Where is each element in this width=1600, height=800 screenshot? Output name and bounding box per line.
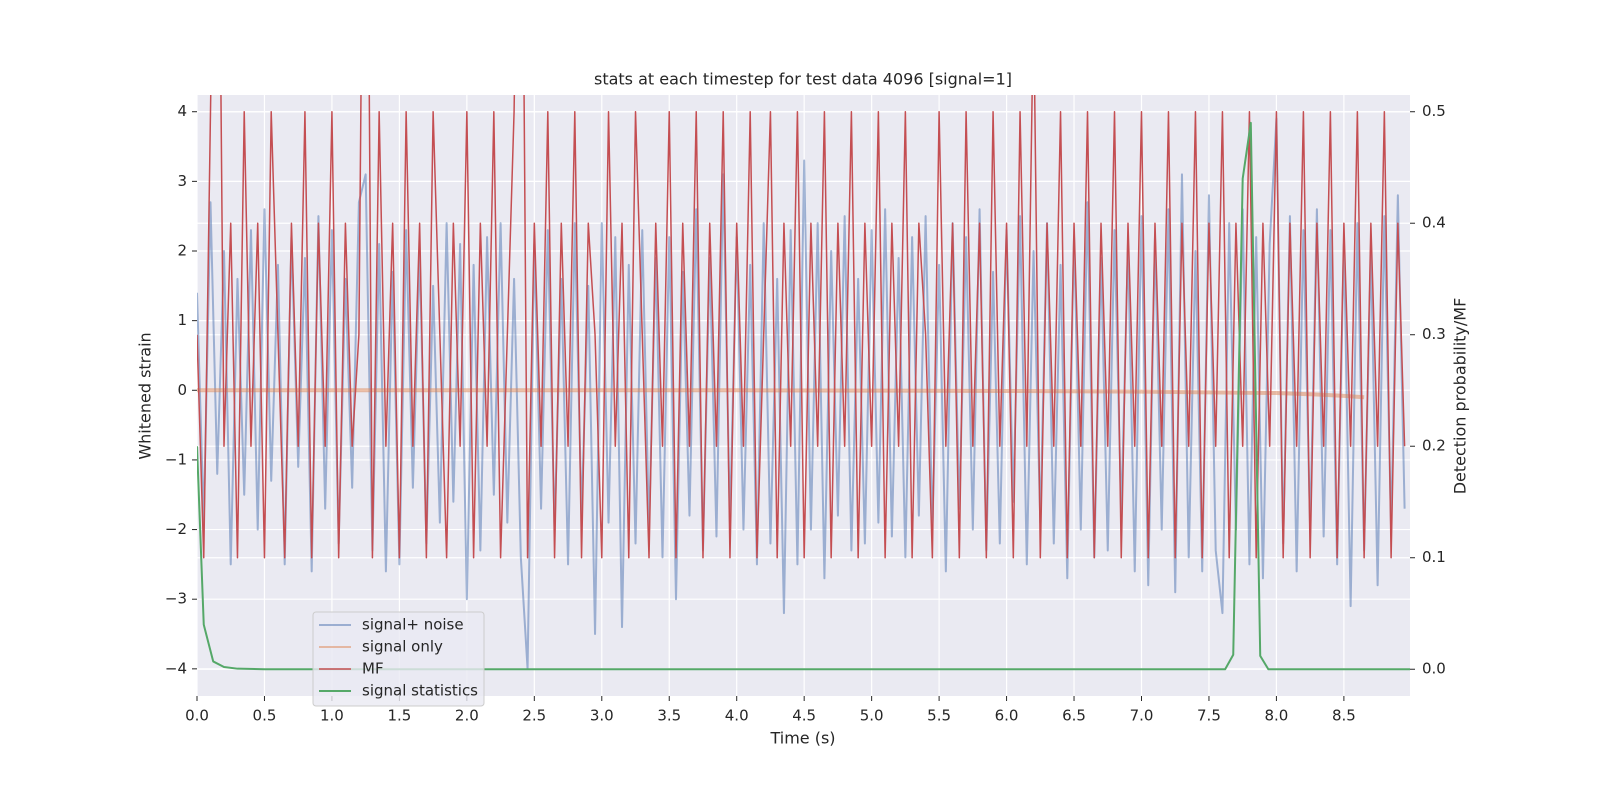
- y-tick-label: 0: [177, 381, 187, 399]
- y2-tick-label: 0.3: [1422, 325, 1446, 343]
- series-line: [197, 95, 1406, 559]
- x-tick-label: 0.5: [253, 707, 277, 725]
- y2-tick-label: 0.0: [1422, 660, 1446, 678]
- y-tick-label: 4: [177, 102, 187, 120]
- legend-box: [312, 611, 485, 707]
- x-tick-label: 2.5: [522, 707, 546, 725]
- x-tick-label: 1.5: [387, 707, 411, 725]
- x-tick-label: 7.0: [1130, 707, 1154, 725]
- x-tick-label: 4.5: [792, 707, 816, 725]
- y2-tick-label: 0.1: [1422, 548, 1446, 566]
- axes: 0.0 0.5 1.0 1.5 2.0 2.5 3.0 3.5 4.0 4.5 5.0 5.5 6.0 6…: [165, 102, 1446, 724]
- y-tick-label: −4: [165, 659, 187, 677]
- x-tick-label: 4.0: [725, 707, 749, 725]
- y-axis-label: Whitened strain: [136, 332, 155, 459]
- legend-label: signal+ noise: [362, 616, 464, 634]
- x-tick-label: 7.5: [1197, 707, 1221, 725]
- series-line: [197, 121, 1410, 671]
- y2-tick-label: 0.2: [1422, 437, 1446, 455]
- legend-label: signal only: [362, 638, 443, 656]
- y-tick-label: 1: [177, 311, 187, 329]
- x-tick-label: 2.0: [455, 707, 479, 725]
- lines: [197, 95, 1410, 671]
- x-tick-label: 6.0: [995, 707, 1019, 725]
- x-tick-label: 8.5: [1332, 707, 1356, 725]
- y-tick-label: −2: [165, 520, 187, 538]
- series-line: [197, 388, 1365, 400]
- y2-axis-label: Detection probability/MF: [1451, 298, 1470, 495]
- x-tick-label: 1.0: [320, 707, 344, 725]
- x-tick-label: 3.0: [590, 707, 614, 725]
- x-tick-label: 3.5: [657, 707, 681, 725]
- y-tick-label: 2: [177, 241, 187, 259]
- x-axis-label: Time (s): [769, 729, 835, 748]
- y2-tick-label: 0.4: [1422, 214, 1446, 232]
- legend-label: signal statistics: [362, 682, 478, 700]
- y-tick-label: −3: [165, 590, 187, 608]
- legend: signal+ noise signal only MF signal statist…: [312, 611, 485, 707]
- chart-title: stats at each timestep for test data 409…: [594, 70, 1012, 89]
- y2-tick-label: 0.5: [1422, 102, 1446, 120]
- x-tick-label: 8.0: [1264, 707, 1288, 725]
- x-tick-label: 0.0: [185, 707, 209, 725]
- legend-label: MF: [362, 660, 384, 678]
- x-tick-label: 5.5: [927, 707, 951, 725]
- y-tick-label: −1: [165, 450, 187, 468]
- y-tick-label: 3: [177, 172, 187, 190]
- x-tick-label: 6.5: [1062, 707, 1086, 725]
- x-tick-label: 5.0: [860, 707, 884, 725]
